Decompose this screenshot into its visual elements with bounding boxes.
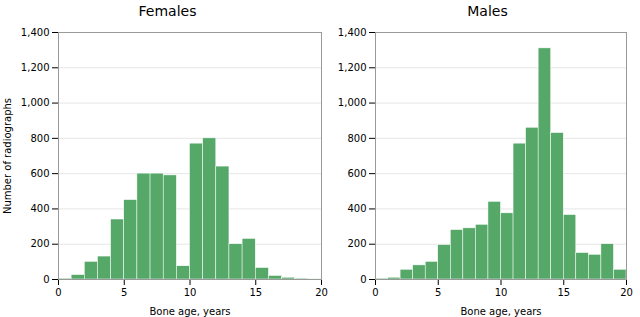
svg-text:1,400: 1,400 (21, 27, 50, 38)
svg-text:600: 600 (30, 168, 49, 179)
svg-text:5: 5 (435, 287, 441, 298)
svg-text:20: 20 (315, 287, 328, 298)
svg-text:Bone age, years: Bone age, years (460, 306, 541, 317)
html-text:Females: Females (138, 3, 197, 19)
svg-text:200: 200 (347, 238, 366, 249)
svg-text:10: 10 (495, 287, 508, 298)
svg-text:0: 0 (43, 274, 49, 285)
svg-text:600: 600 (347, 168, 366, 179)
svg-text:1,000: 1,000 (338, 97, 367, 108)
svg-text:800: 800 (30, 133, 49, 144)
svg-text:400: 400 (30, 203, 49, 214)
svg-text:1,200: 1,200 (21, 62, 50, 73)
svg-text:800: 800 (347, 133, 366, 144)
html-text:Males: Males (467, 3, 508, 19)
svg-text:1,200: 1,200 (338, 62, 367, 73)
svg-text:1,400: 1,400 (338, 27, 367, 38)
svg-text:0: 0 (372, 287, 378, 298)
svg-text:0: 0 (360, 274, 366, 285)
svg-text:15: 15 (249, 287, 262, 298)
svg-text:10: 10 (184, 287, 197, 298)
svg-text:Bone age, years: Bone age, years (149, 306, 230, 317)
svg-text:0: 0 (55, 287, 61, 298)
svg-text:15: 15 (557, 287, 570, 298)
svg-text:20: 20 (620, 287, 633, 298)
svg-text:5: 5 (121, 287, 127, 298)
svg-text:1,000: 1,000 (21, 97, 50, 108)
svg-text:400: 400 (347, 203, 366, 214)
svg-text:Number of radiographs: Number of radiographs (2, 98, 13, 214)
svg-text:200: 200 (30, 238, 49, 249)
